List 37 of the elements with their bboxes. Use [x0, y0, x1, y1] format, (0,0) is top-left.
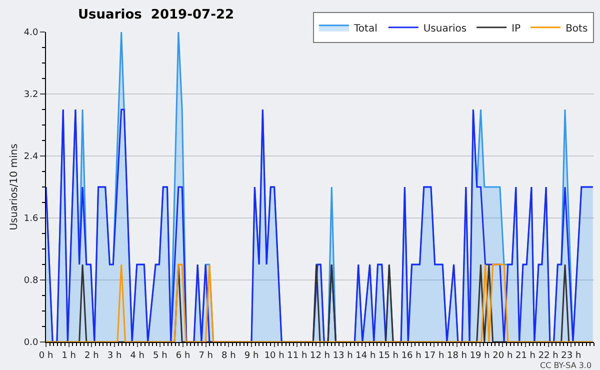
- legend-label: IP: [512, 23, 521, 34]
- y-tick-label: 2.4: [24, 152, 38, 162]
- legend-label: Usuarios: [423, 23, 467, 34]
- x-tick-label: 13 h: [332, 350, 353, 361]
- x-tick-label: 18 h: [446, 350, 468, 361]
- y-tick-label: 3.2: [24, 90, 38, 100]
- y-tick-label: 1.6: [24, 214, 38, 224]
- x-tick-label: 6 h: [176, 350, 190, 361]
- x-tick-label: 0 h: [38, 350, 54, 361]
- legend-label: Total: [353, 23, 378, 34]
- x-tick-label: 19 h: [470, 350, 490, 361]
- x-tick-label: 2 h: [84, 350, 99, 361]
- x-tick-label: 17 h: [424, 350, 444, 361]
- y-tick-label: 0.0: [24, 338, 38, 348]
- legend-label: Bots: [566, 23, 588, 34]
- x-tick-label: 15 h: [378, 350, 399, 361]
- chart-title: Usuarios 2019-07-22: [78, 7, 234, 22]
- x-tick-label: 11 h: [287, 350, 308, 361]
- x-tick-label: 5 h: [153, 350, 168, 361]
- x-tick-label: 20 h: [492, 350, 513, 361]
- x-tick-label: 23 h: [561, 350, 582, 361]
- y-tick-label: 4.0: [24, 28, 38, 38]
- x-tick-label: 16 h: [401, 350, 422, 361]
- x-tick-label: 1 h: [62, 350, 76, 361]
- text: CC BY-SA 3.0: [540, 361, 592, 370]
- x-tick-label: 12 h: [310, 350, 330, 361]
- y-tick-label: 0.8: [24, 276, 38, 286]
- x-tick-label: 7 h: [198, 350, 213, 361]
- y-axis-title: Usuarios/10 mins: [8, 144, 20, 230]
- x-tick-label: 4 h: [130, 350, 144, 361]
- x-tick-label: 10 h: [264, 350, 284, 361]
- x-tick-label: 14 h: [356, 350, 376, 361]
- x-tick-label: 8 h: [222, 350, 236, 361]
- x-tick-label: 21 h: [515, 350, 536, 361]
- x-tick-label: 9 h: [244, 350, 259, 361]
- x-tick-label: 3 h: [107, 350, 122, 361]
- x-tick-label: 22 h: [538, 350, 558, 361]
